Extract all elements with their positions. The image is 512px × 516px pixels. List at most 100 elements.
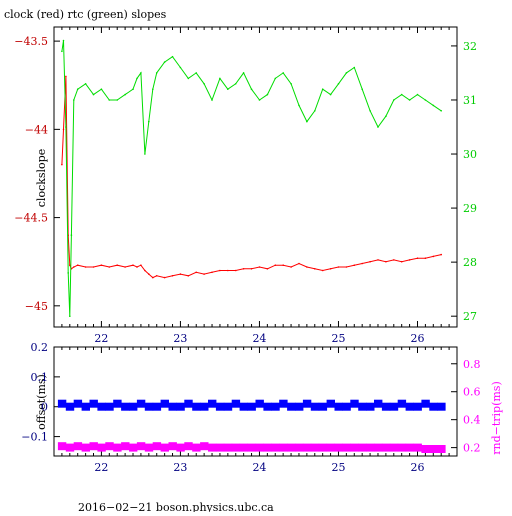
series-point-clock — [144, 269, 146, 272]
series-point-rnd-trip — [215, 443, 225, 452]
series-point-rtc — [155, 72, 158, 74]
series-point-rtc — [321, 88, 324, 90]
y-left-tick-label-0-0: −43.5 — [14, 35, 48, 48]
series-point-offset — [89, 399, 98, 408]
series-point-rnd-trip — [437, 445, 446, 453]
series-point-clock — [400, 260, 403, 263]
x-tick-label-0-2: 24 — [252, 332, 266, 345]
x-tick-label-1-2: 24 — [252, 461, 266, 474]
footer-label: 2016−02−21 boson.physics.ubc.ca — [78, 501, 274, 512]
series-point-rtc — [65, 126, 67, 128]
series-point-rnd-trip — [144, 443, 154, 452]
series-point-offset — [152, 402, 162, 411]
series-point-rnd-trip — [255, 443, 264, 452]
plot-frame-1 — [53, 346, 458, 457]
series-point-clock — [408, 259, 411, 261]
series-point-rnd-trip — [121, 442, 130, 451]
series-point-rtc — [393, 99, 395, 101]
series-point-clock — [321, 269, 324, 272]
series-point-rtc — [163, 61, 166, 63]
series-point-clock — [136, 266, 138, 268]
series-point-rtc — [69, 315, 71, 318]
series-point-offset — [223, 402, 233, 411]
x-tick-label-0-1: 23 — [173, 332, 187, 345]
series-point-rtc — [234, 83, 237, 85]
y-right-tick-label-1-1: 0.6 — [463, 386, 481, 399]
series-point-clock — [361, 262, 364, 265]
series-point-offset — [302, 399, 312, 408]
series-point-rtc — [424, 99, 427, 101]
series-point-rnd-trip — [113, 443, 122, 452]
series-point-offset — [374, 399, 383, 408]
series-point-clock — [250, 268, 253, 270]
series-point-rnd-trip — [413, 443, 422, 452]
series-point-rnd-trip — [200, 442, 209, 451]
series-point-rnd-trip — [342, 443, 351, 452]
series-point-clock — [432, 255, 435, 258]
series-point-offset — [413, 402, 422, 411]
series-point-rnd-trip — [271, 443, 280, 452]
series-point-clock — [124, 266, 126, 268]
y-left-tick-label-1-3: −0.1 — [21, 431, 48, 444]
series-point-clock — [329, 268, 332, 270]
series-point-clock — [424, 257, 427, 260]
series-point-rnd-trip — [231, 443, 241, 452]
series-point-offset — [255, 399, 264, 408]
series-point-rtc — [361, 88, 364, 90]
series-point-clock — [258, 266, 261, 268]
series-point-clock — [219, 269, 221, 272]
series-point-offset — [97, 402, 106, 411]
y-right-tick-label-0-0: 32 — [463, 40, 477, 53]
series-point-rnd-trip — [263, 443, 272, 452]
series-point-rnd-trip — [136, 442, 146, 451]
series-point-clock — [195, 271, 197, 274]
series-point-clock — [73, 266, 75, 268]
series-point-offset — [287, 402, 296, 411]
series-point-clock — [385, 260, 387, 263]
series-point-clock — [345, 266, 348, 268]
series-point-rtc — [408, 99, 411, 101]
series-point-rnd-trip — [405, 443, 414, 452]
series-point-rnd-trip — [223, 443, 233, 452]
series-point-offset — [200, 402, 209, 411]
series-point-rnd-trip — [168, 442, 177, 451]
series-point-rnd-trip — [302, 443, 312, 452]
series-point-rtc — [124, 93, 126, 96]
x-tick-label-1-0: 22 — [94, 461, 108, 474]
series-point-clock — [203, 273, 205, 275]
series-point-clock — [179, 273, 182, 275]
series-point-rtc — [84, 83, 87, 85]
series-point-clock — [298, 262, 300, 265]
series-point-offset — [168, 402, 177, 411]
series-point-rtc — [148, 120, 150, 123]
series-point-rtc — [187, 77, 190, 80]
series-point-rnd-trip — [184, 442, 193, 451]
series-point-rnd-trip — [81, 443, 90, 452]
bottom-y-axis-label-left: offset(ms) — [35, 374, 48, 430]
series-point-offset — [73, 399, 83, 408]
series-point-clock — [155, 275, 158, 277]
series-point-clock — [140, 264, 142, 267]
series-point-offset — [342, 402, 351, 411]
series-point-offset — [231, 399, 241, 408]
series-point-rnd-trip — [65, 443, 75, 452]
series-point-rnd-trip — [334, 443, 343, 452]
series-point-clock — [234, 269, 237, 272]
x-tick-label-0-4: 26 — [410, 332, 424, 345]
series-point-clock — [314, 268, 316, 270]
series-point-clock — [69, 264, 71, 267]
series-point-clock — [353, 264, 356, 267]
y-right-tick-label-0-3: 29 — [463, 202, 477, 215]
x-tick-label-1-1: 23 — [173, 461, 187, 474]
series-point-rtc — [203, 83, 205, 85]
series-point-offset — [65, 402, 75, 411]
series-point-offset — [81, 402, 90, 411]
y-right-tick-label-0-1: 31 — [463, 94, 477, 107]
series-point-clock — [377, 259, 379, 261]
series-point-clock — [337, 266, 340, 268]
series-point-rnd-trip — [73, 442, 83, 451]
series-point-clock — [369, 260, 371, 263]
series-point-rtc — [227, 88, 229, 90]
